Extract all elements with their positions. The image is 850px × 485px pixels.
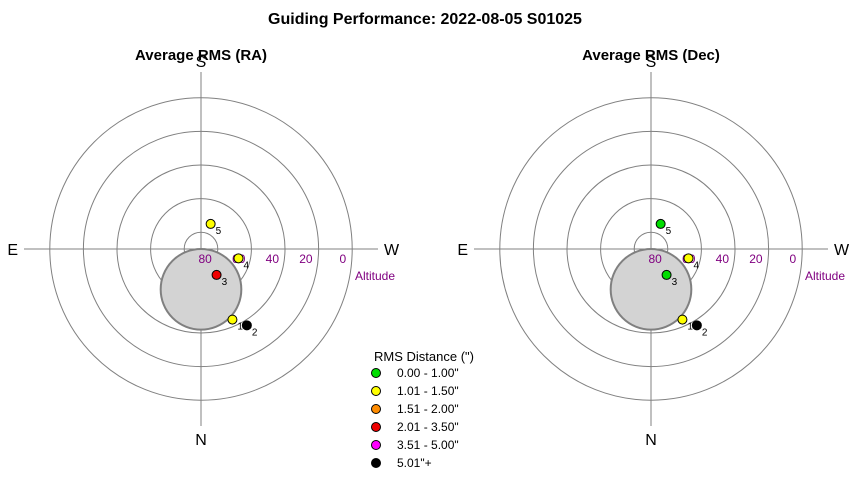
guide-point-3 <box>211 269 222 280</box>
guide-point-2 <box>691 320 702 331</box>
legend-item-label: 1.51 - 2.00" <box>397 402 459 416</box>
legend-swatch <box>371 458 381 468</box>
direction-east-label: E <box>7 242 18 259</box>
direction-north-label: N <box>195 432 207 449</box>
legend-swatch <box>371 386 381 396</box>
ra-chart-title: Average RMS (RA) <box>135 47 267 64</box>
direction-east-label: E <box>457 242 468 259</box>
altitude-tick-label: 80 <box>648 252 662 266</box>
guide-point-label: 5 <box>666 226 672 237</box>
guide-point-4 <box>233 253 244 264</box>
altitude-tick-label: 40 <box>716 252 730 266</box>
altitude-tick-label: 80 <box>198 252 212 266</box>
dec-chart-title: Average RMS (Dec) <box>582 47 720 64</box>
altitude-tick-label: 40 <box>266 252 280 266</box>
legend-item-label: 2.01 - 3.50" <box>397 420 459 434</box>
legend-item-label: 1.01 - 1.50" <box>397 384 459 398</box>
legend-item-label: 3.51 - 5.00" <box>397 438 459 452</box>
legend-swatch <box>371 368 381 378</box>
guide-point-4 <box>683 253 694 264</box>
guide-point-5 <box>655 218 666 229</box>
altitude-tick-label: 0 <box>340 252 347 266</box>
guide-point-label: 3 <box>672 277 678 288</box>
guide-point-label: 4 <box>243 260 249 271</box>
legend-item-label: 0.00 - 1.00" <box>397 366 459 380</box>
ra-polar-chart: Average RMS (RA)SNEW806040200Altitude123… <box>7 47 400 449</box>
guide-point-3 <box>661 269 672 280</box>
obstructed-region <box>609 248 693 331</box>
legend-items: 0.00 - 1.00" 1.01 - 1.50" 1.51 - 2.00" 2.01… <box>371 366 459 470</box>
legend-title: RMS Distance (") <box>374 349 474 364</box>
legend-item-label: 5.01"+ <box>397 456 432 470</box>
legend-swatch <box>371 404 381 414</box>
direction-west-label: W <box>384 242 400 259</box>
altitude-axis-label: Altitude <box>805 269 845 283</box>
guide-point-label: 1 <box>687 322 693 333</box>
rms-legend: RMS Distance (") 0.00 - 1.00" 1.01 - 1.50… <box>371 349 474 470</box>
direction-north-label: N <box>645 432 657 449</box>
altitude-axis-label: Altitude <box>355 269 395 283</box>
altitude-tick-label: 0 <box>790 252 797 266</box>
altitude-tick-label: 20 <box>749 252 763 266</box>
direction-south-label: S <box>196 54 207 71</box>
guide-point-5 <box>205 218 216 229</box>
obstructed-region <box>159 248 243 331</box>
guide-point-label: 1 <box>237 322 243 333</box>
guide-point-label: 3 <box>222 277 228 288</box>
guide-point-label: 2 <box>702 327 708 338</box>
guide-point-label: 5 <box>216 226 222 237</box>
legend-swatch <box>371 440 381 450</box>
guide-point-1 <box>227 314 238 325</box>
guide-point-label: 4 <box>693 260 699 271</box>
direction-south-label: S <box>646 54 657 71</box>
guide-point-1 <box>677 314 688 325</box>
legend-swatch <box>371 422 381 432</box>
altitude-tick-label: 20 <box>299 252 313 266</box>
figure-title: Guiding Performance: 2022-08-05 S01025 <box>268 11 582 28</box>
dec-polar-chart: Average RMS (Dec)SNEW806040200Altitude12… <box>457 47 850 449</box>
guide-point-2 <box>241 320 252 331</box>
direction-west-label: W <box>834 242 850 259</box>
guide-point-label: 2 <box>252 327 258 338</box>
